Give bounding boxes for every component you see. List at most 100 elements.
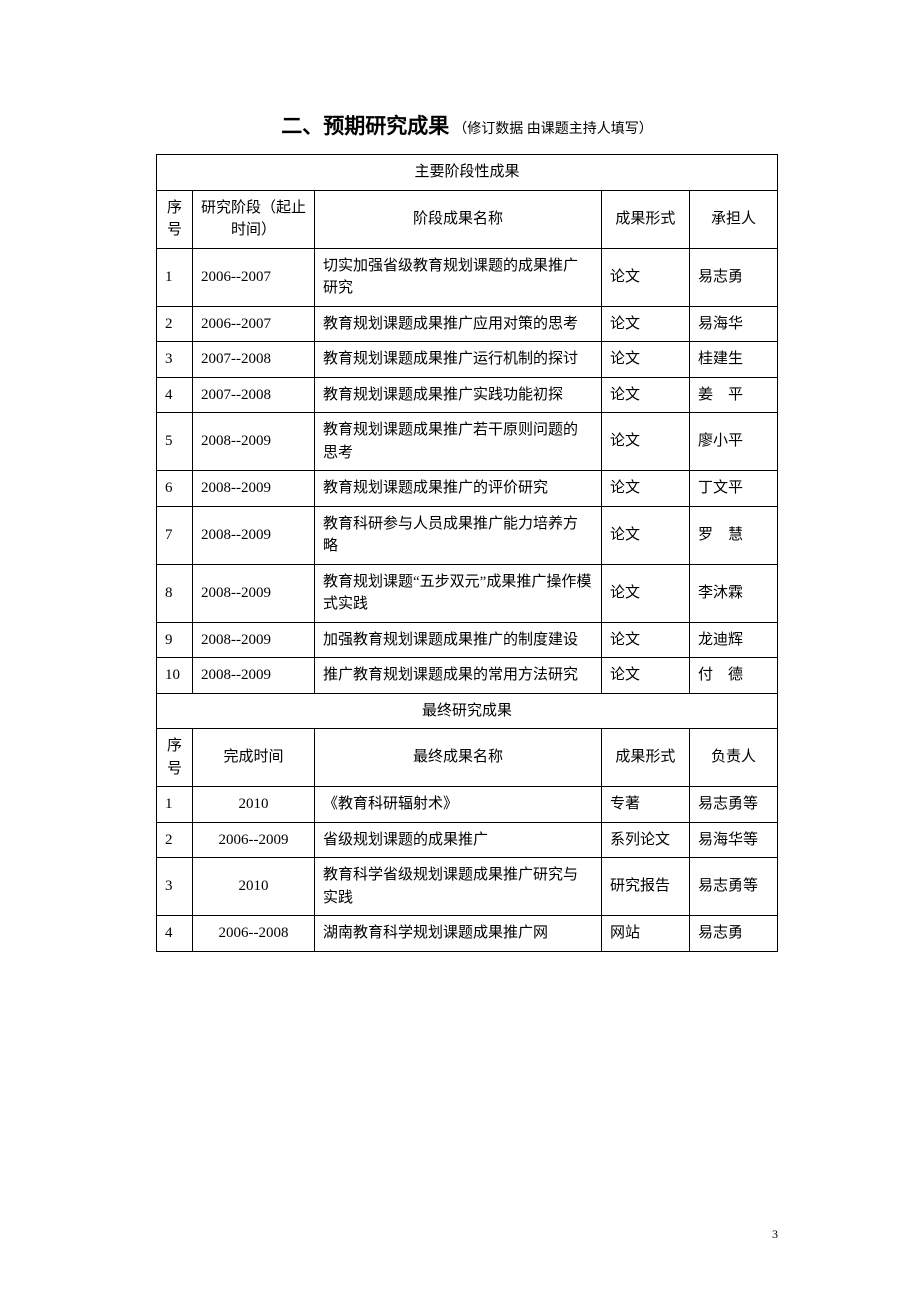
table-cell: 5 bbox=[157, 413, 193, 471]
table-cell: 2008--2009 bbox=[193, 413, 315, 471]
table-cell: 易志勇等 bbox=[689, 858, 777, 916]
table-cell: 论文 bbox=[601, 248, 689, 306]
table-cell: 教育规划课题成果推广实践功能初探 bbox=[315, 377, 602, 413]
table-row: 62008--2009教育规划课题成果推广的评价研究论文丁文平 bbox=[157, 471, 778, 507]
table-row: 32007--2008教育规划课题成果推广运行机制的探讨论文桂建生 bbox=[157, 342, 778, 378]
table-cell: 8 bbox=[157, 564, 193, 622]
table-cell: 姜 平 bbox=[689, 377, 777, 413]
table-cell: 研究报告 bbox=[601, 858, 689, 916]
col-seq-header2: 序号 bbox=[157, 729, 193, 787]
table-cell: 2006--2007 bbox=[193, 306, 315, 342]
section1-header-row: 主要阶段性成果 bbox=[157, 155, 778, 191]
table-cell: 9 bbox=[157, 622, 193, 658]
table-cell: 教育规划课题成果推广运行机制的探讨 bbox=[315, 342, 602, 378]
table-cell: 2010 bbox=[193, 858, 315, 916]
table-row: 12006--2007切实加强省级教育规划课题的成果推广研究论文易志勇 bbox=[157, 248, 778, 306]
table-cell: 2006--2009 bbox=[193, 822, 315, 858]
table-cell: 论文 bbox=[601, 506, 689, 564]
table-cell: 丁文平 bbox=[689, 471, 777, 507]
table-cell: 论文 bbox=[601, 413, 689, 471]
table-row: 92008--2009加强教育规划课题成果推广的制度建设论文龙迪辉 bbox=[157, 622, 778, 658]
table-cell: 论文 bbox=[601, 306, 689, 342]
title-main: 二、预期研究成果 bbox=[281, 114, 449, 138]
table-cell: 2007--2008 bbox=[193, 377, 315, 413]
table-cell: 4 bbox=[157, 377, 193, 413]
table-cell: 教育科研参与人员成果推广能力培养方略 bbox=[315, 506, 602, 564]
table-cell: 教育规划课题“五步双元”成果推广操作模式实践 bbox=[315, 564, 602, 622]
table-row: 32010教育科学省级规划课题成果推广研究与实践研究报告易志勇等 bbox=[157, 858, 778, 916]
table-row: 22006--2007教育规划课题成果推广应用对策的思考论文易海华 bbox=[157, 306, 778, 342]
table-cell: 推广教育规划课题成果的常用方法研究 bbox=[315, 658, 602, 694]
table-cell: 2008--2009 bbox=[193, 658, 315, 694]
table-cell: 2 bbox=[157, 306, 193, 342]
table-row: 52008--2009教育规划课题成果推广若干原则问题的思考论文廖小平 bbox=[157, 413, 778, 471]
table-cell: 论文 bbox=[601, 471, 689, 507]
table-cell: 教育规划课题成果推广应用对策的思考 bbox=[315, 306, 602, 342]
col-form-header: 成果形式 bbox=[601, 190, 689, 248]
section1-header: 主要阶段性成果 bbox=[157, 155, 778, 191]
table-cell: 论文 bbox=[601, 658, 689, 694]
table-cell: 《教育科研辐射术》 bbox=[315, 787, 602, 823]
table-cell: 2007--2008 bbox=[193, 342, 315, 378]
table-cell: 2008--2009 bbox=[193, 506, 315, 564]
col-person-header2: 负责人 bbox=[689, 729, 777, 787]
title-sub: （修订数据 由课题主持人填写） bbox=[453, 122, 653, 137]
table-cell: 切实加强省级教育规划课题的成果推广研究 bbox=[315, 248, 602, 306]
table-cell: 桂建生 bbox=[689, 342, 777, 378]
table-cell: 3 bbox=[157, 342, 193, 378]
table-cell: 易志勇等 bbox=[689, 787, 777, 823]
table-cell: 2 bbox=[157, 822, 193, 858]
table-cell: 1 bbox=[157, 248, 193, 306]
table-cell: 2008--2009 bbox=[193, 564, 315, 622]
col-name-header2: 最终成果名称 bbox=[315, 729, 602, 787]
col-time-header: 完成时间 bbox=[193, 729, 315, 787]
table-cell: 罗 慧 bbox=[689, 506, 777, 564]
table-row: 42006--2008湖南教育科学规划课题成果推广网网站易志勇 bbox=[157, 916, 778, 952]
col-name-header: 阶段成果名称 bbox=[315, 190, 602, 248]
section2-header: 最终研究成果 bbox=[157, 693, 778, 729]
table-cell: 论文 bbox=[601, 377, 689, 413]
table-cell: 6 bbox=[157, 471, 193, 507]
table-cell: 易海华 bbox=[689, 306, 777, 342]
table-cell: 网站 bbox=[601, 916, 689, 952]
table-cell: 易志勇 bbox=[689, 916, 777, 952]
page-number: 3 bbox=[772, 1227, 778, 1242]
table1-header-row: 序号 研究阶段（起止时间） 阶段成果名称 成果形式 承担人 bbox=[157, 190, 778, 248]
table-cell: 论文 bbox=[601, 564, 689, 622]
table-row: 82008--2009教育规划课题“五步双元”成果推广操作模式实践论文李沐霖 bbox=[157, 564, 778, 622]
table-row: 72008--2009教育科研参与人员成果推广能力培养方略论文罗 慧 bbox=[157, 506, 778, 564]
table-cell: 10 bbox=[157, 658, 193, 694]
table-cell: 1 bbox=[157, 787, 193, 823]
section2-header-row: 最终研究成果 bbox=[157, 693, 778, 729]
table-cell: 李沐霖 bbox=[689, 564, 777, 622]
table-cell: 2008--2009 bbox=[193, 622, 315, 658]
table-cell: 省级规划课题的成果推广 bbox=[315, 822, 602, 858]
table-cell: 易海华等 bbox=[689, 822, 777, 858]
table-cell: 教育规划课题成果推广的评价研究 bbox=[315, 471, 602, 507]
table-cell: 2006--2007 bbox=[193, 248, 315, 306]
table-cell: 2010 bbox=[193, 787, 315, 823]
col-form-header2: 成果形式 bbox=[601, 729, 689, 787]
table-cell: 7 bbox=[157, 506, 193, 564]
table-cell: 易志勇 bbox=[689, 248, 777, 306]
table-cell: 2008--2009 bbox=[193, 471, 315, 507]
table-cell: 加强教育规划课题成果推广的制度建设 bbox=[315, 622, 602, 658]
col-stage-header: 研究阶段（起止时间） bbox=[193, 190, 315, 248]
table-cell: 湖南教育科学规划课题成果推广网 bbox=[315, 916, 602, 952]
table-cell: 教育规划课题成果推广若干原则问题的思考 bbox=[315, 413, 602, 471]
table-cell: 廖小平 bbox=[689, 413, 777, 471]
table-cell: 付 德 bbox=[689, 658, 777, 694]
page-title: 二、预期研究成果 （修订数据 由课题主持人填写） bbox=[156, 110, 778, 140]
col-seq-header: 序号 bbox=[157, 190, 193, 248]
table-cell: 4 bbox=[157, 916, 193, 952]
table-cell: 2006--2008 bbox=[193, 916, 315, 952]
table-row: 22006--2009省级规划课题的成果推广系列论文易海华等 bbox=[157, 822, 778, 858]
table-cell: 论文 bbox=[601, 622, 689, 658]
table-cell: 系列论文 bbox=[601, 822, 689, 858]
table-cell: 论文 bbox=[601, 342, 689, 378]
table-cell: 3 bbox=[157, 858, 193, 916]
table-cell: 专著 bbox=[601, 787, 689, 823]
document-page: 二、预期研究成果 （修订数据 由课题主持人填写） 主要阶段性成果 序号 研究阶段… bbox=[0, 0, 920, 1012]
table-cell: 教育科学省级规划课题成果推广研究与实践 bbox=[315, 858, 602, 916]
table-row: 102008--2009推广教育规划课题成果的常用方法研究论文付 德 bbox=[157, 658, 778, 694]
